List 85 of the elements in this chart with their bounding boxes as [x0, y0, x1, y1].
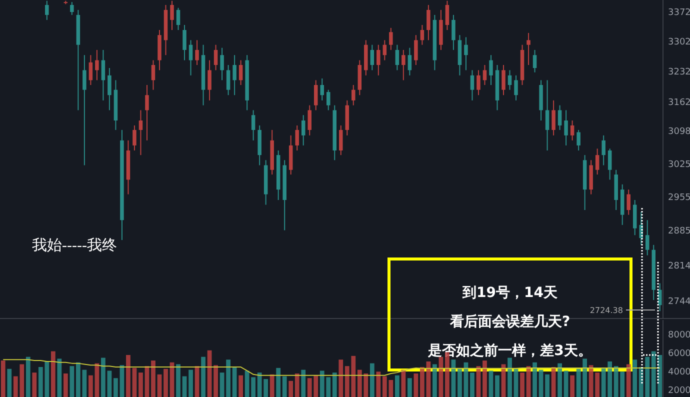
- candlestick: [552, 100, 556, 136]
- candlestick: [545, 80, 550, 151]
- candlestick: [420, 24, 424, 46]
- candlestick: [232, 54, 236, 96]
- candlestick: [570, 120, 574, 141]
- candlestick: [464, 36, 468, 71]
- candlestick: [108, 68, 112, 111]
- candlestick: [195, 40, 199, 66]
- candlestick: [308, 104, 312, 136]
- candlestick: [476, 70, 480, 96]
- y-tick-label: 3098: [668, 126, 690, 137]
- candlestick: [395, 44, 400, 71]
- candlestick: [208, 60, 212, 101]
- candlestick: [489, 54, 493, 86]
- candlestick: [482, 64, 487, 86]
- candlestick: [514, 74, 518, 101]
- y-tick-label: 3302: [668, 37, 690, 48]
- candlestick: [626, 189, 630, 216]
- annotation: 是否如之前一样，差3天。: [427, 342, 592, 359]
- candlestick: [645, 220, 650, 256]
- candlestick: [326, 89, 330, 111]
- candlestick: [508, 70, 512, 90]
- annotation: 看后面会误差几天?: [448, 313, 570, 330]
- y-tick-label: 3162: [668, 98, 690, 108]
- candlestick: [151, 60, 156, 90]
- annotation: 2724.38: [590, 306, 623, 315]
- candlestick: [138, 110, 143, 156]
- candlestick: [502, 64, 506, 96]
- candlestick: [408, 47, 412, 76]
- candlestick: [70, 2, 74, 16]
- candlestick: [402, 49, 406, 81]
- candlestick: [132, 124, 136, 151]
- candlestick: [470, 70, 474, 101]
- candlestick: [595, 148, 600, 176]
- candlestick: [370, 44, 374, 71]
- candlestick: [82, 54, 86, 166]
- candlestick: [445, 0, 450, 31]
- candlestick: [220, 47, 224, 81]
- candlestick: [352, 84, 356, 106]
- candlestick: [576, 129, 580, 151]
- candlestick: [170, 0, 174, 31]
- candlestick: [295, 124, 299, 151]
- candlestick: [414, 34, 418, 66]
- candlestick: [101, 49, 106, 101]
- candlestick: [238, 60, 243, 86]
- candlestick: [45, 0, 49, 20]
- candlestick: [452, 14, 456, 50]
- y-tick-label: 3372: [668, 8, 690, 18]
- candlestick: [602, 134, 606, 166]
- candlestick: [320, 78, 324, 101]
- candlestick: [314, 80, 318, 111]
- candlestick: [226, 64, 230, 96]
- candlestick: [608, 148, 612, 180]
- candlestick: [301, 114, 306, 146]
- candlestick: [558, 104, 562, 130]
- y-tick-label: 3232: [668, 67, 690, 78]
- candlestick: [188, 40, 193, 76]
- y-tick-label: 3025: [668, 160, 690, 170]
- candlestick: [182, 24, 186, 61]
- y-tick-label: 2885: [668, 226, 690, 237]
- candlestick: [251, 110, 256, 141]
- y-tick-label: 2955: [668, 193, 690, 204]
- candlestick: [214, 44, 218, 71]
- candlestick: [426, 4, 430, 41]
- candlestick: [564, 110, 568, 146]
- y-tick-label: 8000: [668, 330, 690, 341]
- y-tick-label: 2000: [668, 386, 690, 396]
- candlestick: [382, 40, 387, 61]
- candlestick: [389, 27, 393, 50]
- y-tick-label: 2814: [668, 262, 690, 272]
- y-tick-label: 2744: [668, 296, 690, 307]
- candlestick: [376, 44, 380, 76]
- candlestick: [176, 7, 180, 31]
- y-tick-label: 4000: [668, 368, 690, 378]
- candlestick: [532, 49, 537, 73]
- candlestick: [145, 84, 149, 141]
- annotation: 我始-----我终: [32, 237, 117, 254]
- candlestick: [526, 32, 530, 66]
- annotation: 到19号，14天: [462, 285, 558, 301]
- candlestick: [88, 54, 93, 86]
- y-tick-label: 6000: [668, 349, 690, 360]
- candlestick: [632, 199, 637, 236]
- candlestick: [95, 49, 99, 81]
- line-series: [2, 359, 660, 376]
- candlestick: [339, 124, 343, 156]
